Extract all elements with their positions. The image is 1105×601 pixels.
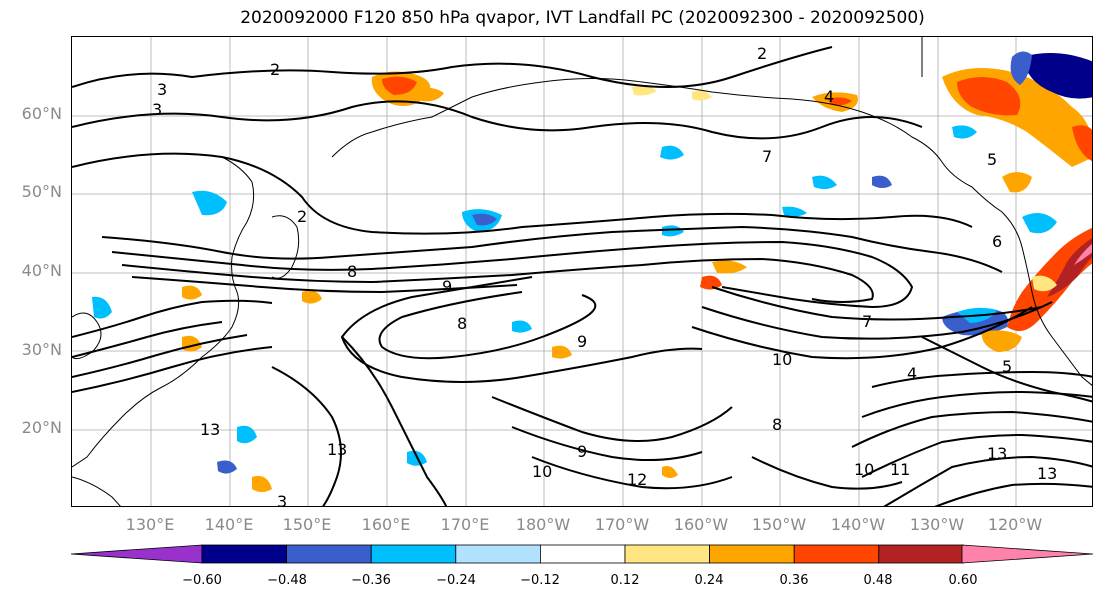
lon-label-150w: 150°W [751, 515, 807, 534]
colorbar-segment [370, 544, 457, 564]
lon-label-140w: 140°W [830, 515, 886, 534]
contour-label: 4 [824, 87, 834, 106]
lat-label-30n: 30°N [21, 340, 62, 359]
contour-label: 13 [327, 440, 347, 459]
lon-label-170w: 170°W [594, 515, 650, 534]
contour-label: 13 [1037, 464, 1057, 483]
colorbar-tick: 0.48 [863, 573, 893, 588]
contour-label: 8 [347, 262, 357, 281]
colorbar-tick: 0.60 [948, 573, 978, 588]
colorbar-segment [71, 544, 203, 564]
colorbar-tick: −0.24 [436, 573, 476, 588]
contour-label: 7 [762, 147, 772, 166]
colorbar-segment [286, 544, 372, 564]
colorbar-segment [709, 544, 795, 564]
contour-label: 3 [277, 492, 287, 507]
contour-label: 11 [890, 460, 910, 479]
contour-label: 4 [907, 364, 917, 383]
map-panel: 2 3 3 2 2 4 5 6 8 9 7 8 9 10 4 5 7 8 13 … [71, 36, 1093, 507]
graticule [72, 37, 1092, 506]
contour-label: 12 [627, 470, 647, 489]
colorbar-segment [201, 544, 287, 564]
contour-label: 3 [152, 100, 162, 119]
contour-label: 2 [757, 44, 767, 63]
lat-label-50n: 50°N [21, 182, 62, 201]
ivt-contours [72, 46, 1092, 506]
contour-label: 13 [987, 444, 1007, 463]
contour-label: 2 [297, 207, 307, 226]
colorbar-tick: 0.24 [694, 573, 724, 588]
contour-label: 3 [157, 80, 167, 99]
contour-label: 9 [442, 277, 452, 296]
lon-label-130w: 130°W [909, 515, 965, 534]
lon-label-160w: 160°W [673, 515, 729, 534]
contour-label: 8 [772, 415, 782, 434]
lon-label-120w: 120°W [987, 515, 1043, 534]
colorbar-segment [961, 544, 1093, 564]
colorbar-tick: −0.36 [351, 573, 391, 588]
colorbar-segment [624, 544, 710, 564]
colorbar-segment [878, 544, 964, 564]
contour-label: 9 [577, 442, 587, 461]
colorbar-segment [455, 544, 541, 564]
contour-label: 5 [1002, 357, 1012, 376]
colorbar-tick: 0.36 [779, 573, 809, 588]
contour-label: 5 [987, 150, 997, 169]
contour-label: 13 [200, 420, 220, 439]
map-title: 2020092000 F120 850 hPa qvapor, IVT Land… [240, 8, 925, 28]
coastlines [72, 37, 1092, 506]
contour-label: 6 [992, 232, 1002, 251]
contour-label: 7 [862, 312, 872, 331]
colorbar-tick: 0.12 [610, 573, 640, 588]
lon-label-160e: 160°E [361, 515, 411, 534]
lon-label-130e: 130°E [125, 515, 175, 534]
contour-label: 10 [854, 460, 874, 479]
lat-label-40n: 40°N [21, 261, 62, 280]
lat-label-60n: 60°N [21, 104, 62, 123]
colorbar-tick: −0.12 [520, 573, 560, 588]
lat-label-20n: 20°N [21, 418, 62, 437]
lon-label-140e: 140°E [204, 515, 254, 534]
lon-label-150e: 150°E [282, 515, 332, 534]
contour-labels: 2 3 3 2 2 4 5 6 8 9 7 8 9 10 4 5 7 8 13 … [152, 44, 1057, 507]
colorbar-tick: −0.60 [182, 573, 222, 588]
qvapor-shading [92, 51, 1092, 492]
contour-label: 10 [532, 462, 552, 481]
colorbar-tick: −0.48 [267, 573, 307, 588]
contour-label: 10 [772, 350, 792, 369]
colorbar-segment [793, 544, 880, 564]
colorbar [71, 544, 1093, 564]
colorbar-segments [71, 544, 1093, 564]
colorbar-segment [539, 544, 626, 564]
map-plot: 2 3 3 2 2 4 5 6 8 9 7 8 9 10 4 5 7 8 13 … [72, 37, 1092, 507]
lon-label-170e: 170°E [440, 515, 490, 534]
contour-label: 2 [270, 60, 280, 79]
lon-label-180w: 180°W [515, 515, 571, 534]
contour-label: 8 [457, 314, 467, 333]
contour-label: 9 [577, 332, 587, 351]
